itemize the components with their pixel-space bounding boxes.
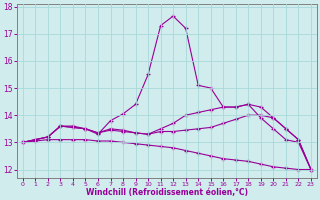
X-axis label: Windchill (Refroidissement éolien,°C): Windchill (Refroidissement éolien,°C): [86, 188, 248, 197]
